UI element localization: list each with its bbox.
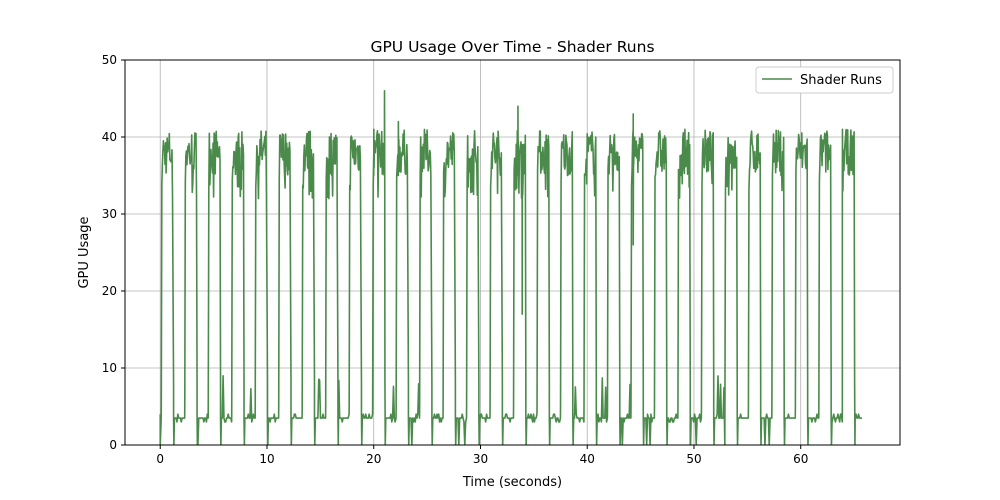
y-tick-label: 30 <box>102 207 117 221</box>
y-axis-ticks: 0 10 20 30 40 50 <box>102 53 125 452</box>
x-tick-label: 40 <box>580 452 595 466</box>
x-tick-label: 0 <box>156 452 164 466</box>
x-tick-label: 50 <box>686 452 701 466</box>
plot-frame <box>124 59 901 446</box>
plot-area <box>159 90 862 445</box>
x-tick-label: 30 <box>473 452 488 466</box>
x-tick-label: 20 <box>366 452 381 466</box>
y-tick-label: 0 <box>109 438 117 452</box>
legend-box <box>755 66 894 94</box>
y-tick-label: 10 <box>102 361 117 375</box>
chart-title: GPU Usage Over Time - Shader Runs <box>370 38 654 56</box>
x-axis-label: Time (seconds) <box>462 475 562 490</box>
legend: Shader Runs <box>755 66 894 94</box>
series-line-shader-runs <box>159 90 862 445</box>
y-tick-label: 40 <box>102 130 117 144</box>
x-tick-label: 10 <box>259 452 274 466</box>
x-tick-label: 60 <box>793 452 808 466</box>
x-axis-ticks: 0 10 20 30 40 50 60 <box>156 445 808 466</box>
y-tick-label: 50 <box>102 53 117 67</box>
y-tick-label: 20 <box>102 284 117 298</box>
y-axis-label: GPU Usage <box>77 216 92 288</box>
legend-label-shader-runs: Shader Runs <box>800 73 882 88</box>
